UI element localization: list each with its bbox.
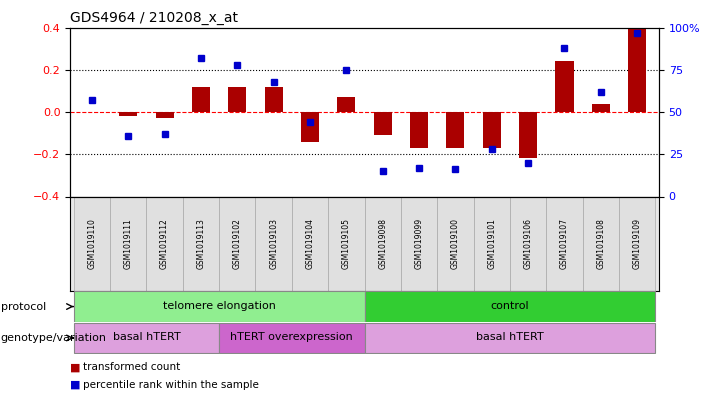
Bar bbox=[183, 196, 219, 291]
Text: GSM1019108: GSM1019108 bbox=[597, 218, 605, 269]
Text: GSM1019106: GSM1019106 bbox=[524, 218, 533, 269]
Text: hTERT overexpression: hTERT overexpression bbox=[231, 332, 353, 342]
Bar bbox=[365, 323, 655, 353]
Text: GSM1019101: GSM1019101 bbox=[487, 218, 496, 269]
Bar bbox=[519, 112, 537, 158]
Text: GSM1019111: GSM1019111 bbox=[124, 218, 132, 269]
Bar bbox=[474, 196, 510, 291]
Bar bbox=[401, 196, 437, 291]
Text: transformed count: transformed count bbox=[83, 362, 180, 373]
Text: ■: ■ bbox=[70, 380, 81, 390]
Text: telomere elongation: telomere elongation bbox=[163, 301, 275, 311]
Text: genotype/variation: genotype/variation bbox=[1, 333, 107, 343]
Bar bbox=[119, 112, 137, 116]
Bar bbox=[219, 323, 365, 353]
Bar bbox=[447, 112, 465, 148]
Bar bbox=[328, 196, 365, 291]
Bar bbox=[365, 196, 401, 291]
Text: basal hTERT: basal hTERT bbox=[476, 332, 544, 342]
Bar bbox=[74, 323, 219, 353]
Text: ■: ■ bbox=[70, 362, 81, 373]
Bar bbox=[619, 196, 655, 291]
Bar bbox=[156, 112, 174, 118]
Text: GSM1019102: GSM1019102 bbox=[233, 218, 242, 269]
Bar bbox=[483, 112, 501, 148]
Text: GSM1019100: GSM1019100 bbox=[451, 218, 460, 269]
Bar bbox=[110, 196, 147, 291]
Bar bbox=[219, 196, 255, 291]
Text: GSM1019098: GSM1019098 bbox=[379, 218, 387, 269]
Bar bbox=[437, 196, 474, 291]
Text: GSM1019113: GSM1019113 bbox=[196, 218, 205, 269]
Bar bbox=[301, 112, 319, 141]
Bar bbox=[74, 292, 365, 321]
Bar bbox=[628, 28, 646, 112]
Bar bbox=[255, 196, 292, 291]
Text: GSM1019103: GSM1019103 bbox=[269, 218, 278, 269]
Bar bbox=[264, 86, 283, 112]
Text: GDS4964 / 210208_x_at: GDS4964 / 210208_x_at bbox=[70, 11, 238, 25]
Text: GSM1019104: GSM1019104 bbox=[306, 218, 315, 269]
Text: GSM1019107: GSM1019107 bbox=[560, 218, 569, 269]
Bar bbox=[192, 86, 210, 112]
Text: GSM1019099: GSM1019099 bbox=[414, 218, 423, 269]
Bar bbox=[365, 292, 655, 321]
Bar bbox=[292, 196, 328, 291]
Text: protocol: protocol bbox=[1, 301, 46, 312]
Text: GSM1019112: GSM1019112 bbox=[160, 218, 169, 269]
Bar bbox=[592, 103, 610, 112]
Bar bbox=[74, 196, 110, 291]
Bar bbox=[583, 196, 619, 291]
Bar bbox=[546, 196, 583, 291]
Text: percentile rank within the sample: percentile rank within the sample bbox=[83, 380, 259, 390]
Bar bbox=[374, 112, 392, 135]
Text: GSM1019110: GSM1019110 bbox=[88, 218, 97, 269]
Text: basal hTERT: basal hTERT bbox=[113, 332, 180, 342]
Bar bbox=[510, 196, 546, 291]
Text: GSM1019109: GSM1019109 bbox=[632, 218, 641, 269]
Bar bbox=[337, 97, 355, 112]
Bar bbox=[555, 61, 573, 112]
Text: GSM1019105: GSM1019105 bbox=[342, 218, 350, 269]
Text: control: control bbox=[491, 301, 529, 311]
Bar bbox=[147, 196, 183, 291]
Bar bbox=[229, 86, 246, 112]
Bar bbox=[410, 112, 428, 148]
